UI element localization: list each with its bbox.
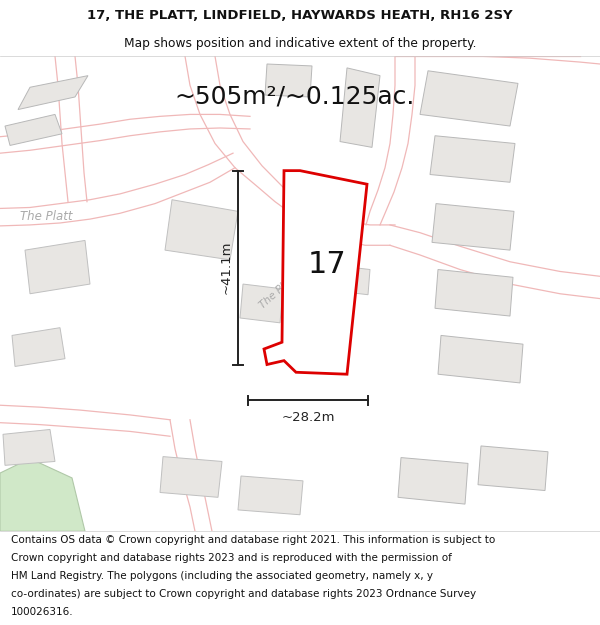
Text: ~505m²/~0.125ac.: ~505m²/~0.125ac. bbox=[175, 85, 415, 109]
Polygon shape bbox=[240, 284, 283, 323]
Polygon shape bbox=[430, 136, 515, 182]
Text: ~41.1m: ~41.1m bbox=[220, 241, 233, 294]
Polygon shape bbox=[18, 76, 88, 109]
Polygon shape bbox=[420, 71, 518, 126]
Text: Crown copyright and database rights 2023 and is reproduced with the permission o: Crown copyright and database rights 2023… bbox=[11, 553, 452, 563]
Polygon shape bbox=[335, 266, 370, 295]
Polygon shape bbox=[0, 459, 85, 531]
Polygon shape bbox=[435, 269, 513, 316]
Text: ~28.2m: ~28.2m bbox=[281, 411, 335, 424]
Polygon shape bbox=[238, 476, 303, 515]
Text: 17, THE PLATT, LINDFIELD, HAYWARDS HEATH, RH16 2SY: 17, THE PLATT, LINDFIELD, HAYWARDS HEATH… bbox=[87, 9, 513, 22]
Polygon shape bbox=[5, 114, 62, 146]
Text: 100026316.: 100026316. bbox=[11, 607, 73, 617]
Text: The Platt: The Platt bbox=[20, 210, 72, 222]
Polygon shape bbox=[25, 241, 90, 294]
Text: 17: 17 bbox=[308, 250, 346, 279]
Text: co-ordinates) are subject to Crown copyright and database rights 2023 Ordnance S: co-ordinates) are subject to Crown copyr… bbox=[11, 589, 476, 599]
Text: Contains OS data © Crown copyright and database right 2021. This information is : Contains OS data © Crown copyright and d… bbox=[11, 535, 495, 545]
Polygon shape bbox=[165, 200, 238, 260]
Text: HM Land Registry. The polygons (including the associated geometry, namely x, y: HM Land Registry. The polygons (includin… bbox=[11, 571, 433, 581]
Polygon shape bbox=[264, 171, 367, 374]
Text: Map shows position and indicative extent of the property.: Map shows position and indicative extent… bbox=[124, 38, 476, 51]
Polygon shape bbox=[432, 204, 514, 250]
Polygon shape bbox=[3, 429, 55, 466]
Polygon shape bbox=[478, 446, 548, 491]
Polygon shape bbox=[160, 457, 222, 498]
Polygon shape bbox=[438, 336, 523, 383]
Polygon shape bbox=[12, 328, 65, 366]
Polygon shape bbox=[265, 64, 312, 97]
Polygon shape bbox=[340, 68, 380, 148]
Text: The Platt: The Platt bbox=[257, 272, 299, 310]
Polygon shape bbox=[398, 458, 468, 504]
